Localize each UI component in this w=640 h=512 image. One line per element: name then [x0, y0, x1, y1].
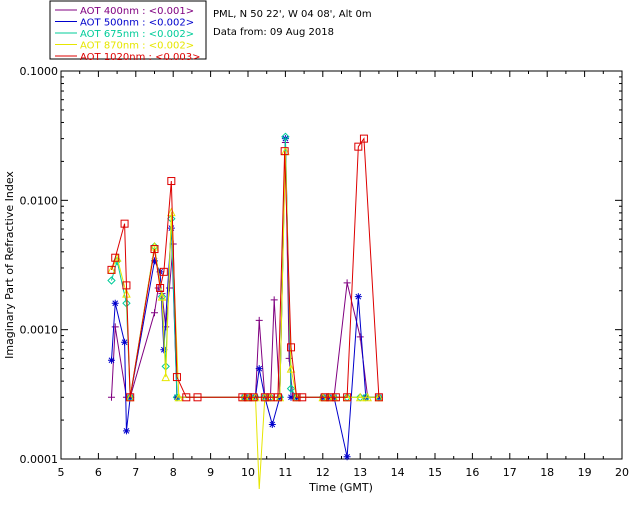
x-tick-label: 7: [132, 466, 139, 479]
data-point: [354, 142, 363, 151]
legend-entry: AOT 500nm : <0.002>: [80, 18, 194, 29]
data-point: [167, 207, 176, 217]
data-point: [287, 343, 296, 352]
data-point: [260, 393, 269, 402]
y-tick-label: 0.0001: [20, 453, 59, 466]
data-point: [193, 393, 202, 402]
data-point: [174, 392, 184, 402]
series-layer: [107, 132, 384, 490]
y-axis-title: Imaginary Part of Refractive Index: [3, 171, 16, 359]
x-axis-title: Time (GMT): [308, 481, 373, 494]
x-tick-label: 10: [241, 466, 255, 479]
data-point: [363, 392, 372, 402]
data-point: [286, 363, 296, 373]
data-point: [182, 393, 191, 402]
data-point: [167, 177, 176, 186]
data-point: [150, 245, 159, 254]
legend: AOT 400nm : <0.001>AOT 500nm : <0.002>AO…: [49, 0, 207, 63]
data-point: [343, 279, 351, 287]
data-point: [107, 265, 116, 274]
data-point: [326, 393, 335, 402]
data-point: [268, 420, 276, 428]
y-tick-label: 0.0010: [20, 324, 59, 337]
data-point: [160, 346, 168, 354]
data-point: [172, 373, 181, 382]
data-point: [159, 267, 168, 276]
x-tick-label: 6: [95, 466, 102, 479]
legend-entry: AOT 870nm : <0.002>: [80, 41, 194, 52]
data-point: [161, 372, 171, 382]
data-point: [343, 453, 351, 461]
data-point: [126, 393, 135, 402]
data-point: [270, 296, 278, 304]
series-5: [107, 134, 383, 402]
date-label: Data from: 09 Aug 2018: [213, 27, 334, 38]
data-point: [287, 393, 295, 401]
x-tick-label: 16: [465, 466, 479, 479]
legend-entry: AOT 400nm : <0.001>: [80, 6, 194, 17]
x-tick-label: 14: [391, 466, 405, 479]
data-point: [273, 393, 282, 402]
x-tick-label: 13: [353, 466, 367, 479]
legend-entry: AOT 1020nm : <0.003>: [80, 52, 200, 63]
x-tick-label: 15: [428, 466, 442, 479]
data-point: [249, 393, 258, 402]
data-point: [107, 356, 115, 364]
data-point: [280, 147, 289, 156]
data-point: [151, 257, 158, 265]
data-point: [165, 284, 173, 292]
data-point: [331, 393, 340, 402]
x-tick-label: 18: [540, 466, 554, 479]
data-point: [286, 384, 296, 393]
data-point: [355, 392, 365, 402]
location-label: PML, N 50 22', W 04 08', Alt 0m: [213, 9, 372, 20]
x-tick-label: 20: [615, 466, 629, 479]
data-point: [343, 393, 352, 402]
x-tick-label: 5: [58, 466, 65, 479]
y-tick-label: 0.0100: [20, 194, 59, 207]
data-point: [320, 393, 329, 402]
axis-ticks: 5 6 7 8 9 10 11 12 13 14 15 16 17 18 19 20 0.0001 0.0010 0…: [20, 65, 630, 479]
data-point: [111, 323, 119, 331]
data-point: [255, 316, 263, 324]
data-point: [285, 354, 293, 362]
x-tick-label: 12: [316, 466, 330, 479]
data-point: [281, 132, 290, 141]
data-point: [354, 293, 362, 301]
data-point: [238, 393, 247, 402]
data-point: [359, 134, 368, 143]
x-tick-label: 17: [503, 466, 517, 479]
legend-entry: AOT 675nm : <0.002>: [80, 29, 194, 40]
data-point: [374, 393, 383, 402]
x-tick-label: 19: [578, 466, 592, 479]
x-tick-label: 8: [170, 466, 177, 479]
data-point: [107, 393, 115, 401]
x-tick-label: 11: [278, 466, 292, 479]
data-point: [298, 393, 307, 402]
data-point: [111, 253, 120, 262]
data-point: [111, 299, 119, 307]
data-point: [156, 283, 165, 292]
data-point: [122, 281, 131, 290]
data-point: [151, 309, 158, 317]
data-point: [107, 276, 116, 285]
x-tick-label: 9: [207, 466, 214, 479]
data-point: [121, 338, 129, 346]
data-point: [292, 393, 301, 402]
data-point: [356, 333, 364, 341]
legend-box: [49, 0, 207, 60]
data-point: [255, 365, 263, 373]
data-point: [120, 219, 129, 228]
y-tick-label: 0.1000: [20, 65, 59, 78]
data-point: [244, 393, 252, 402]
data-point: [157, 292, 167, 301]
data-point: [122, 427, 130, 435]
